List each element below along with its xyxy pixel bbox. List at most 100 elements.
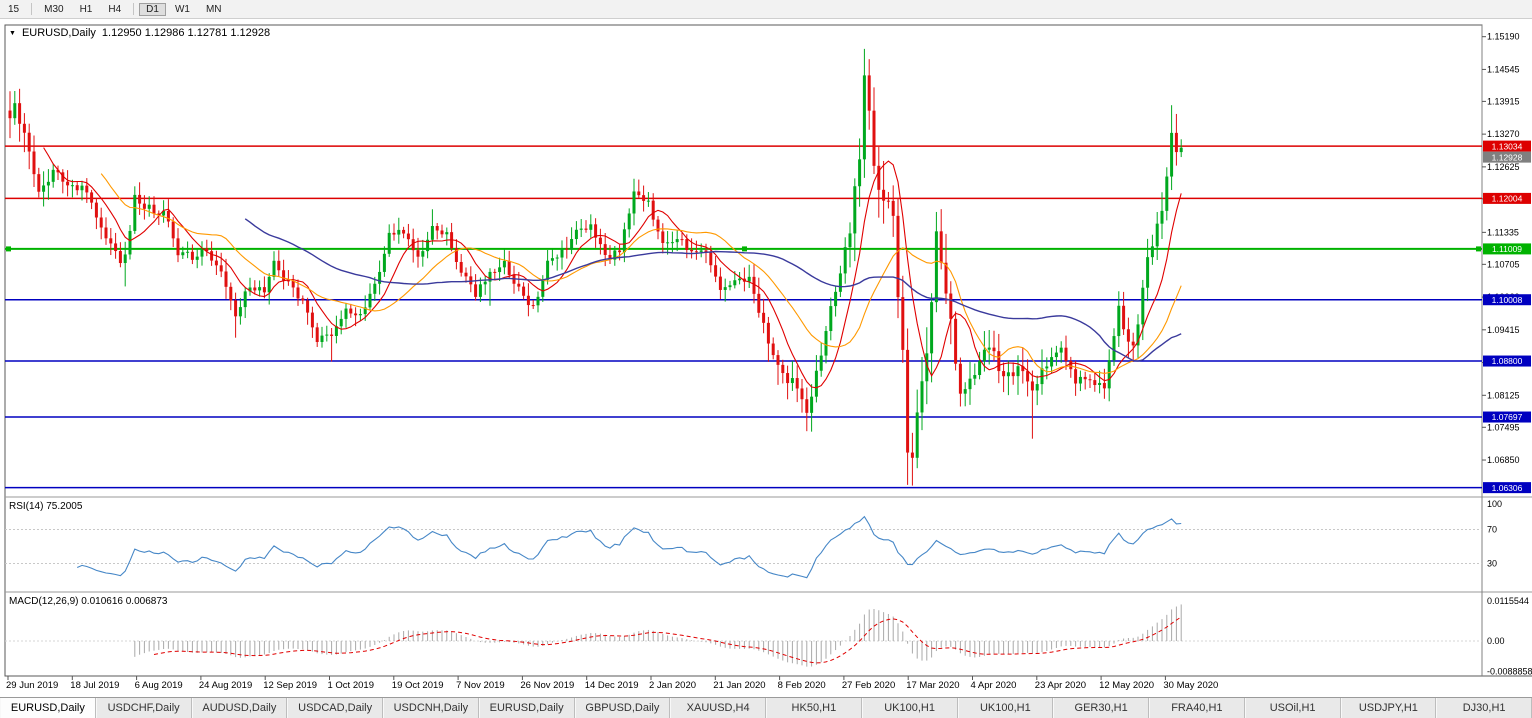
date-tick-label: 18 Jul 2019 (70, 680, 119, 691)
price-tick-label: 1.12625 (1487, 162, 1520, 172)
timeframe-button-w1[interactable]: W1 (174, 3, 190, 15)
time-scale[interactable]: 29 Jun 2019 18 Jul 2019 6 Aug 2019 24 Aug 2… (6, 676, 1218, 691)
date-tick-label: 30 May 2020 (1163, 680, 1218, 691)
timeframe-button-h4[interactable]: H4 (108, 3, 122, 15)
price-tag-support-line: 1.07697 (1483, 411, 1531, 423)
timeframe-button-h1[interactable]: H1 (79, 3, 93, 15)
symbol-tab[interactable]: UK100,H1 (861, 698, 958, 718)
line-selection-handle[interactable] (742, 246, 747, 252)
svg-text:1.08800: 1.08800 (1492, 356, 1523, 366)
date-tick-label: 19 Oct 2019 (392, 680, 444, 691)
date-tick-label: 21 Jan 2020 (713, 680, 765, 691)
timeframe-toolbar: 15 M30 H1 H4 D1 W1 MN (0, 0, 1532, 19)
price-tick-label: 1.11335 (1487, 227, 1519, 237)
symbol-tab[interactable]: HK50,H1 (766, 698, 862, 718)
macd-axis-label: 0.0115544 (1487, 596, 1529, 606)
price-tick-label: 1.13915 (1487, 96, 1520, 106)
candlesticks (8, 48, 1183, 486)
symbol-tab[interactable]: UK100,H1 (957, 698, 1054, 718)
rsi-level-label: 100 (1487, 499, 1502, 509)
symbol-tab[interactable]: USDJPY,H1 (1340, 698, 1437, 718)
price-tick-label: 1.09415 (1487, 325, 1520, 335)
price-tick-label: 1.14545 (1487, 64, 1520, 74)
symbol-tab[interactable]: USDCNH,Daily (383, 698, 479, 718)
line-selection-handle[interactable] (6, 246, 11, 252)
svg-text:1.06306: 1.06306 (1492, 483, 1523, 493)
symbol-tab[interactable]: AUDUSD,Daily (191, 698, 288, 718)
date-tick-label: 23 Apr 2020 (1035, 680, 1086, 691)
timeframe-button-m30[interactable]: M30 (44, 3, 64, 15)
date-tick-label: 6 Aug 2019 (135, 680, 183, 691)
rsi-pane: 100 70 30 (5, 499, 1502, 579)
moving-average-20 (100, 173, 1182, 374)
symbol-tab[interactable]: USDCHF,Daily (95, 698, 192, 718)
symbol-tab-bar: EURUSD,Daily USDCHF,Daily AUDUSD,Daily USDC… (0, 697, 1532, 718)
toolbar-separator (133, 3, 135, 15)
svg-text:1.13034: 1.13034 (1492, 141, 1523, 151)
svg-text:1.10008: 1.10008 (1492, 295, 1523, 305)
price-tick-label: 1.06850 (1487, 455, 1520, 465)
svg-text:1.11009: 1.11009 (1492, 244, 1522, 254)
price-tick-label: 1.13270 (1487, 129, 1520, 139)
date-tick-label: 17 Mar 2020 (906, 680, 959, 691)
symbol-tab[interactable]: GBPUSD,Daily (574, 698, 671, 718)
price-tick-label: 1.08125 (1487, 390, 1520, 400)
price-tag-support-line: 1.08800 (1483, 355, 1531, 367)
chart-title: ▼ EURUSD,Daily 1.12950 1.12986 1.12781 1… (9, 27, 270, 39)
date-tick-label: 4 Apr 2020 (971, 680, 1017, 691)
price-tag-support-line: 1.11009 (1483, 243, 1531, 255)
rsi-indicator-label: RSI(14) 75.2005 (9, 501, 83, 512)
date-tick-label: 24 Aug 2019 (199, 680, 252, 691)
symbol-tab[interactable]: USDCAD,Daily (287, 698, 383, 718)
date-tick-label: 27 Feb 2020 (842, 680, 895, 691)
date-tick-label: 1 Oct 2019 (328, 680, 374, 691)
symbol-tab[interactable]: EURUSD,Daily (0, 698, 96, 718)
timeframe-button-15[interactable]: 15 (8, 3, 20, 15)
symbol-tab[interactable]: EURUSD,Daily (478, 698, 575, 718)
rsi-line (76, 515, 1182, 579)
moving-averages (43, 147, 1182, 389)
chart-frame (4, 24, 1532, 677)
price-tag-resistance-line: 1.13034 (1483, 140, 1531, 152)
rsi-level-label: 30 (1487, 559, 1497, 569)
macd-indicator-label: MACD(12,26,9) 0.010616 0.006873 (9, 596, 168, 607)
symbol-tab[interactable]: FRA40,H1 (1149, 698, 1245, 718)
svg-text:1.12004: 1.12004 (1492, 194, 1523, 204)
svg-text:1.12928: 1.12928 (1492, 152, 1523, 162)
symbol-tab[interactable]: GER30,H1 (1053, 698, 1149, 718)
timeframe-button-d1[interactable]: D1 (139, 2, 166, 16)
price-tag-current-price: 1.12928 (1483, 151, 1531, 163)
macd-axis-label: 0.00 (1487, 636, 1505, 646)
moving-average-8 (43, 147, 1182, 389)
line-selection-handle[interactable] (1476, 246, 1481, 252)
chart-symbol-label: EURUSD,Daily (21, 27, 96, 39)
price-tick-label: 1.10705 (1487, 259, 1520, 269)
symbol-tab[interactable]: XAUUSD,H4 (670, 698, 766, 718)
date-tick-label: 8 Feb 2020 (778, 680, 826, 691)
macd-axis-label: -0.0088858 (1487, 667, 1532, 677)
price-tag-resistance-line: 1.12004 (1483, 192, 1531, 204)
date-tick-label: 26 Nov 2019 (520, 680, 574, 691)
price-tag-support-line: 1.10008 (1483, 294, 1531, 306)
symbol-tab[interactable]: DJ30,H1 (1436, 698, 1532, 718)
date-tick-label: 29 Jun 2019 (6, 680, 58, 691)
svg-text:1.07697: 1.07697 (1492, 412, 1523, 422)
rsi-level-label: 70 (1487, 525, 1497, 535)
date-tick-label: 12 Sep 2019 (263, 680, 317, 691)
price-tick-label: 1.07495 (1487, 422, 1520, 432)
price-tick-label: 1.15190 (1487, 32, 1520, 42)
chart-ohlc-values: 1.12950 1.12986 1.12781 1.12928 (101, 27, 271, 39)
symbol-tab[interactable]: USOil,H1 (1244, 698, 1341, 718)
timeframe-button-mn[interactable]: MN (205, 3, 222, 15)
macd-pane: 0.0115544 0.00 -0.0088858 (5, 596, 1532, 677)
date-tick-label: 7 Nov 2019 (456, 680, 505, 691)
toolbar-separator (31, 3, 33, 15)
date-tick-label: 12 May 2020 (1099, 680, 1154, 691)
price-tag-support-line: 1.06306 (1483, 482, 1531, 494)
symbol-marker-icon: ▼ (9, 29, 16, 37)
date-tick-label: 2 Jan 2020 (649, 680, 696, 691)
date-tick-label: 14 Dec 2019 (585, 680, 639, 691)
horizontal-level-lines[interactable] (5, 145, 1482, 489)
